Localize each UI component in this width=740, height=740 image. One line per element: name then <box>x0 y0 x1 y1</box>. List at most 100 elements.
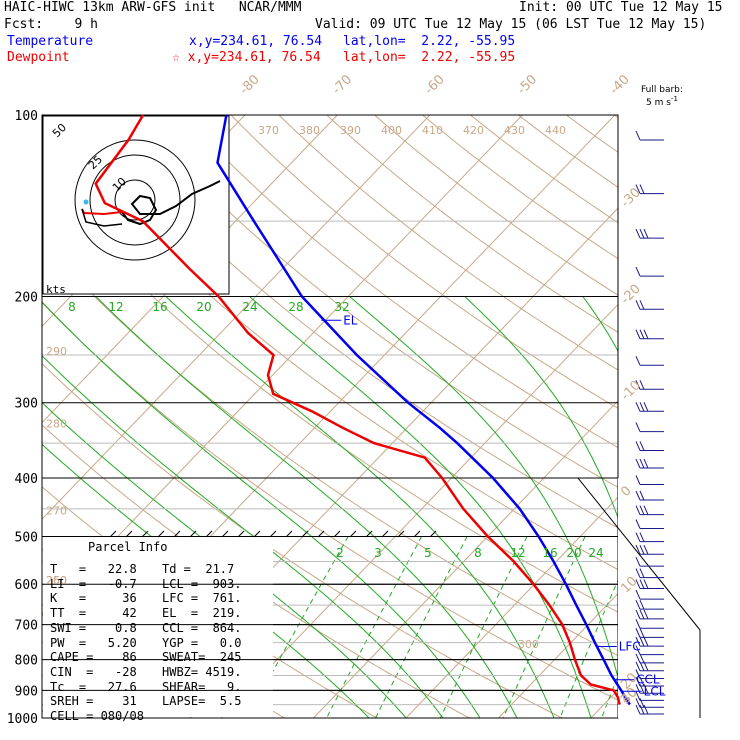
hodograph-panel <box>42 115 230 295</box>
mixing-ratio-label: 20 <box>566 546 581 560</box>
mixing-ratio-line <box>601 674 618 718</box>
pressure-tick-label: 300 <box>15 397 38 412</box>
wind-barbs <box>635 130 664 715</box>
theta-label: 280 <box>46 418 67 431</box>
parcel-info-table: T = 22.8 Td = 21.7 LI = -0.7 LCL = 903. K = … <box>50 562 241 724</box>
parcel-right: YGP = 0.0 <box>162 635 242 650</box>
agency-name: NCAR/MMM <box>238 0 302 15</box>
isotherm-label: -30 <box>618 185 644 211</box>
mixing-ratio-line <box>697 537 740 719</box>
parcel-right: LFC = 761. <box>162 591 242 606</box>
star-icon: ☆ <box>172 50 180 65</box>
parcel-left: TT = 42 <box>50 606 137 621</box>
theta-label: 430 <box>504 124 525 137</box>
theta-label: 410 <box>422 124 443 137</box>
valid-time: Valid: 09 UTC Tue 12 May 15 (06 LST Tue … <box>315 17 707 32</box>
pressure-tick-label: 100 <box>15 109 38 124</box>
temperature-latlon-value: 2.22, -55.95 <box>421 34 516 49</box>
wind-barb <box>635 402 664 412</box>
isotherm-label: -50 <box>515 72 541 98</box>
wind-barb <box>635 568 664 579</box>
level-label: LCL <box>644 684 666 698</box>
hatch-mark <box>397 530 405 538</box>
parcel-right: SWEAT= 245 <box>162 650 242 665</box>
parcel-right: CCL = 864. <box>162 620 242 635</box>
isotherm <box>42 115 431 520</box>
storm-motion-marker <box>83 199 89 205</box>
hatch-mark <box>349 530 357 538</box>
pressure-tick-label: 800 <box>15 654 38 669</box>
wind-barb <box>635 619 664 629</box>
theta-e-label: 20 <box>196 300 211 314</box>
hatch-mark <box>381 530 389 538</box>
isotherm-label: -70 <box>330 72 356 98</box>
thermo-diagram-lines <box>41 114 740 719</box>
frame-diagonal <box>577 477 701 631</box>
hatch-mark <box>269 530 277 538</box>
theta-label: 300 <box>518 638 539 651</box>
hatch-mark <box>221 530 229 538</box>
moist-adiabat <box>464 296 618 520</box>
model-title: HAIC-HIWC 13km ARW-GFS init NCAR/MMM <box>4 0 301 15</box>
wind-barb <box>635 645 664 656</box>
theta-label: 400 <box>381 124 402 137</box>
theta-label: 250 <box>46 574 67 587</box>
isotherm-label: -20 <box>618 282 644 308</box>
wind-barb <box>635 130 664 141</box>
temperature-xy: x,y=234.61, 76.54 <box>189 34 323 49</box>
wind-barb <box>635 380 664 390</box>
wind-barb <box>635 599 664 610</box>
temperature-latlon: lat,lon= 2.22, -55.95 <box>343 34 515 49</box>
pressure-tick-label: 700 <box>15 619 38 634</box>
hatch-mark <box>173 530 181 538</box>
parcel-right: LAPSE= 5.5 <box>162 694 242 709</box>
hodograph-ring <box>74 139 196 261</box>
parcel-right: Td = 21.7 <box>162 562 235 576</box>
level-label: CCL <box>636 673 660 687</box>
hatch-mark <box>285 530 293 538</box>
wind-barb <box>635 661 664 672</box>
hatch-mark <box>333 530 341 538</box>
pressure-tick-label: 900 <box>15 684 38 699</box>
wind-barb <box>635 532 664 543</box>
hodograph-trace-mid <box>81 208 123 227</box>
parcel-row: SREH = 31 LAPSE= 5.5 <box>50 694 241 709</box>
isotherm-label: -80 <box>237 72 263 98</box>
pressure-tick-label: 200 <box>15 291 38 306</box>
parcel-left: T = 22.8 <box>50 562 137 576</box>
parcel-row: LI = -0.7 LCL = 903. <box>50 577 241 592</box>
theta-label: 380 <box>299 124 320 137</box>
wind-barb <box>635 228 664 239</box>
parcel-right: HWBZ= 4519. <box>162 664 242 679</box>
parcel-row: T = 22.8 Td = 21.7 <box>50 562 241 577</box>
forecast-hour: Fcst: 9 h <box>4 17 98 32</box>
parcel-left: CIN = -28 <box>50 664 137 679</box>
level-label: LFC <box>619 639 641 653</box>
theta-e-label: 8 <box>68 300 76 314</box>
parcel-right: SHEAR= 9. <box>162 679 242 694</box>
wind-barb <box>635 609 664 620</box>
init-time: Init: 00 UTC Tue 12 May 15 <box>519 0 723 15</box>
parcel-left: LI = -0.7 <box>50 576 137 591</box>
pressure-tick-label: 600 <box>15 578 38 593</box>
theta-e-label: 12 <box>108 300 123 314</box>
theta-label: 370 <box>258 124 279 137</box>
parcel-left: SWI = 0.8 <box>50 620 137 635</box>
isotherm <box>42 115 338 424</box>
wind-barb <box>635 266 664 277</box>
theta-label: 260 <box>46 574 67 587</box>
parcel-row: PW = 5.20 YGP = 0.0 <box>50 636 241 651</box>
wind-barb <box>635 556 664 567</box>
hatch-mark <box>141 530 149 538</box>
barb-legend: Full barb: 5 m s-1 <box>641 86 683 108</box>
hatch-mark <box>205 530 213 538</box>
isotherm <box>498 592 618 718</box>
level-label: EL <box>343 313 358 327</box>
parcel-row: Tc = 27.6 SHEAR= 9. <box>50 680 241 695</box>
theta-label: 420 <box>463 124 484 137</box>
wind-barb <box>635 669 664 680</box>
parcel-left: CELL = 080/08 <box>50 709 144 724</box>
parcel-right: EL = 219. <box>162 606 242 621</box>
theta-label: 270 <box>46 505 67 518</box>
